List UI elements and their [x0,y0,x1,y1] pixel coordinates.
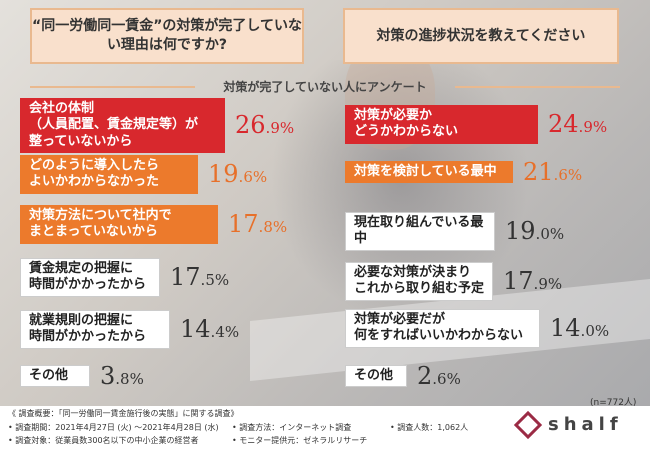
value-decimal-unit: .9% [265,119,295,138]
right-item-1: 対策が必要か どうかわからない 24.9% [345,105,607,144]
value-integer: 14 [550,314,581,343]
left-item-1: 会社の体制 （人員配置、賃金規定等）が 整っていないから 26.9% [20,98,294,153]
footer-method: • 調査方法：インターネット調査 [232,423,352,432]
right-item-5-value: 14.0% [550,316,609,340]
right-item-2-label: 対策を検討している最中 [345,160,513,184]
left-item-4-label-line: 賃金規定の把握に [29,261,134,276]
sample-size-note: (n=772人) [590,398,637,408]
left-item-3-label-line: まとまっていないから [29,224,158,240]
value-decimal-unit: .9% [533,275,563,294]
left-item-1-value: 26.9% [235,113,294,137]
question-right: 対策の進捗状況を教えてください [343,8,619,64]
left-item-2-label-line: どのように導入したら [29,158,160,173]
left-item-5: 就業規則の把握に 時間がかかったから 14.4% [20,310,239,349]
right-item-4: 必要な対策が決まり これから取り組む予定 17.9% [345,262,562,301]
question-right-text: 対策の進捗状況を教えてください [376,27,586,44]
right-item-1-value: 24.9% [548,112,607,136]
footer-heading: 《 調査概要：「同一労働同一賃金施行後の実態」に関する調査》 [8,409,239,418]
value-integer: 17 [228,210,259,239]
left-item-5-label-line: 就業規則の把握に [29,313,134,328]
subtitle-line-left [30,86,195,88]
left-item-3: 対策方法について社内で まとまっていないから 17.8% [20,205,287,244]
right-item-3: 現在取り組んでいる最中 19.0% [345,212,564,251]
subtitle-line-right [455,86,620,88]
right-item-3-label: 現在取り組んでいる最中 [345,212,495,251]
left-item-5-label: 就業規則の把握に 時間がかかったから [20,310,170,349]
footer-count: • 調査人数：1,062人 [390,423,469,432]
value-decimal-unit: .0% [580,322,610,341]
left-item-6-value: 3.8% [100,364,144,388]
logo-text: shalf [548,414,623,435]
left-item-2-label: どのように導入したら よいかわからなかった [20,155,198,194]
value-decimal-unit: .5% [200,271,230,290]
value-decimal-unit: .4% [210,323,240,342]
value-integer: 21 [523,158,554,186]
right-item-4-value: 17.9% [503,269,562,293]
right-item-6: その他 2.6% [345,364,461,388]
value-integer: 17 [170,263,201,292]
value-integer: 2 [417,362,433,390]
brand-logo: shalf [513,410,623,439]
footer: 《 調査概要：「同一労働同一賃金施行後の実態」に関する調査》 • 調査期間：20… [0,406,650,450]
footer-provider: • モニター提供元：ゼネラルリサーチ [232,436,368,445]
value-integer: 19 [505,217,536,246]
left-item-2-label-line: よいかわからなかった [29,174,160,190]
subtitle: 対策が完了していない人にアンケート [223,80,427,94]
value-decimal-unit: .9% [578,118,608,137]
question-left-text: “同一労働同一賃金”の対策が完了していない理由は何ですか? [32,18,302,53]
right-item-4-label-line: 必要な対策が決まり [354,265,472,280]
left-item-5-value: 14.4% [180,317,239,341]
left-item-4-label-line: 時間がかかったから [29,277,147,293]
right-item-4-label-line: これから取り組む予定 [354,281,485,297]
left-item-4-value: 17.5% [170,265,229,289]
value-integer: 3 [100,362,116,390]
right-item-6-label-line: その他 [354,367,394,383]
right-item-4-label: 必要な対策が決まり これから取り組む予定 [345,262,493,301]
left-item-1-label-line: （人員配置、賃金規定等）が [29,117,199,133]
left-item-3-value: 17.8% [228,212,287,236]
left-item-3-label: 対策方法について社内で まとまっていないから [20,205,218,244]
value-decimal-unit: .6% [432,370,461,388]
logo-diamond-icon [513,410,543,439]
footer-period: • 調査期間：2021年4月27日 (火) 〜2021年4月28日 (水) [8,423,219,432]
value-integer: 17 [503,267,534,296]
left-item-5-label-line: 時間がかかったから [29,329,147,345]
left-item-6: その他 3.8% [20,364,144,388]
left-item-6-label-line: その他 [29,367,69,383]
right-item-5-label-line: 何をすればいいかわからない [354,328,524,344]
question-left: “同一労働同一賃金”の対策が完了していない理由は何ですか? [30,8,304,64]
footer-target: • 調査対象：従業員数300名以下の中小企業の経営者 [8,436,199,445]
right-item-3-label-line: 現在取り組んでいる最中 [354,215,484,247]
value-integer: 24 [548,110,579,139]
left-item-2: どのように導入したら よいかわからなかった 19.6% [20,155,267,194]
left-item-4-label: 賃金規定の把握に 時間がかかったから [20,258,160,297]
left-item-1-label-line: 会社の体制 [29,101,95,116]
right-item-5: 対策が必要だが 何をすればいいかわからない 14.0% [345,309,609,348]
value-decimal-unit: .8% [115,370,144,388]
left-item-1-label: 会社の体制 （人員配置、賃金規定等）が 整っていないから [20,98,225,153]
left-item-6-label: その他 [20,364,90,388]
value-integer: 14 [180,315,211,344]
value-integer: 19 [208,160,239,189]
right-item-6-label: その他 [345,364,407,388]
right-item-3-value: 19.0% [505,219,564,243]
right-item-6-value: 2.6% [417,364,461,388]
left-item-4: 賃金規定の把握に 時間がかかったから 17.5% [20,258,229,297]
value-decimal-unit: .6% [238,168,268,187]
right-item-1-label-line: 対策が必要か [354,108,433,123]
right-item-2-value: 21.6% [523,160,582,184]
left-item-3-label-line: 対策方法について社内で [29,208,172,223]
right-item-1-label-line: どうかわからない [354,124,459,140]
value-integer: 26 [235,111,266,140]
value-decimal-unit: .0% [535,225,565,244]
value-decimal-unit: .8% [258,218,288,237]
left-item-1-label-line: 整っていないから [29,133,133,149]
value-decimal-unit: .6% [553,166,583,184]
right-item-5-label: 対策が必要だが 何をすればいいかわからない [345,309,540,348]
right-item-1-label: 対策が必要か どうかわからない [345,105,538,144]
right-item-2-label-line: 対策を検討している最中 [354,163,497,179]
right-item-2: 対策を検討している最中 21.6% [345,160,582,184]
right-item-5-label-line: 対策が必要だが [354,312,446,327]
left-item-2-value: 19.6% [208,162,267,186]
